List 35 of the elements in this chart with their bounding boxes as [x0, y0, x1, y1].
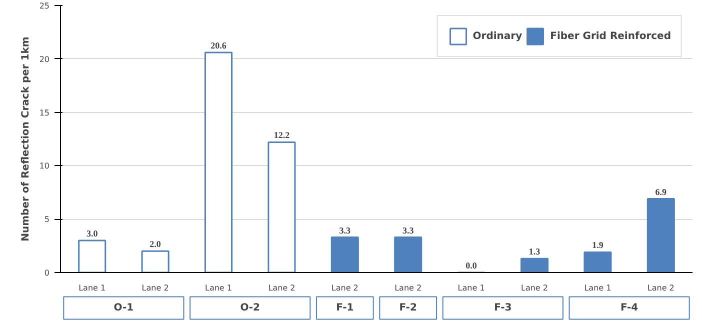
data-label: 3.3 — [339, 225, 352, 236]
y-tick-label: 15 — [39, 108, 50, 118]
x-tick-label: Lane 1 — [584, 284, 612, 292]
y-tick-label: 10 — [39, 162, 50, 171]
x-tick-label: Lane 1 — [78, 284, 106, 292]
legend-label: Ordinary — [472, 30, 522, 42]
y-axis-title: Number of Reflection Crack per 1km — [20, 36, 32, 242]
data-label: 1.9 — [592, 240, 604, 250]
text: F-4 — [620, 302, 638, 314]
data-label: 3.0 — [86, 228, 98, 238]
text: O-1 — [114, 302, 134, 314]
y-tick-label: 20 — [39, 54, 50, 64]
legend-label: Fiber Grid Reinforced — [550, 30, 671, 42]
text: F-2 — [399, 302, 417, 314]
data-label: 0.0 — [466, 260, 478, 270]
y-tick-label: 5 — [44, 215, 50, 224]
x-tick-label: Lane 2 — [142, 284, 169, 292]
data-label: 2.0 — [150, 239, 162, 250]
x-tick-label: Lane 2 — [331, 284, 358, 292]
data-label: 3.3 — [402, 225, 414, 236]
data-label: 1.3 — [528, 246, 541, 257]
x-tick-label: Lane 1 — [458, 284, 485, 292]
x-tick-label: Lane 2 — [521, 284, 548, 292]
y-tick-label: 0 — [44, 268, 50, 278]
data-label: 20.6 — [210, 40, 227, 50]
x-tick-label: Lane 2 — [268, 284, 296, 292]
text: F-3 — [494, 302, 512, 314]
data-label: 6.9 — [655, 186, 668, 197]
text: F-1 — [336, 302, 354, 314]
x-tick-label: Lane 2 — [647, 284, 674, 292]
data-label: 12.2 — [274, 130, 290, 140]
text: O-2 — [240, 302, 260, 314]
x-tick-label: Lane 2 — [394, 284, 422, 292]
y-tick-label: 25 — [39, 2, 50, 10]
x-tick-label: Lane 1 — [205, 284, 232, 292]
